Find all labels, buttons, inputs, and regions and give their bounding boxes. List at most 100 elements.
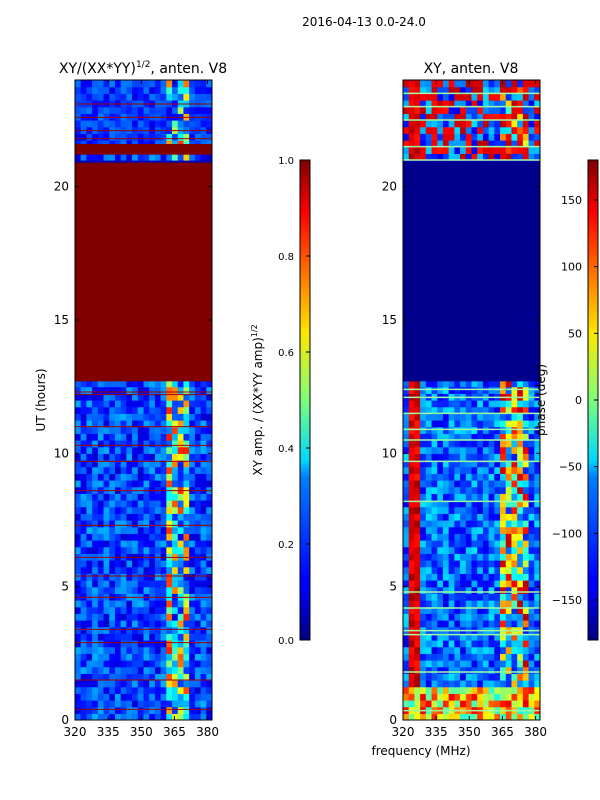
heatmap-cell (437, 440, 444, 448)
heatmap-cell (465, 420, 473, 428)
heatmap-cell (448, 666, 455, 674)
heatmap-cell (132, 633, 139, 641)
heatmap-cell (132, 640, 139, 648)
heatmap-cell (92, 613, 99, 621)
heatmap-cell (109, 586, 116, 594)
heatmap-cell (177, 580, 185, 588)
heatmap-cell (494, 93, 501, 101)
heatmap-cell (92, 566, 99, 574)
heatmap-cell (500, 120, 507, 128)
heatmap-cell (460, 446, 467, 454)
heatmap-cell (500, 546, 507, 554)
heatmap-cell (177, 460, 185, 468)
colorbar-tick-label: 150 (561, 194, 582, 207)
heatmap-cell (442, 120, 450, 128)
heatmap-cell (500, 413, 507, 421)
heatmap-cell (206, 500, 212, 508)
heatmap-cell (200, 693, 207, 701)
heatmap-cell (86, 133, 93, 141)
heatmap-cell (109, 520, 116, 528)
heatmap-cell (206, 406, 212, 414)
heatmap-cell (166, 80, 173, 88)
heatmap-cell (120, 600, 127, 608)
heatmap-cell (454, 533, 461, 541)
heatmap-cell (120, 440, 127, 448)
heatmap-cell (482, 646, 490, 654)
heatmap-cell (92, 586, 99, 594)
heatmap-cell (177, 446, 185, 454)
heatmap-cell (431, 513, 438, 521)
heatmap-cell (143, 600, 150, 608)
heatmap-cell (414, 693, 421, 701)
heatmap-cell (114, 646, 122, 654)
heatmap-cell (109, 133, 116, 141)
heatmap-cell (97, 606, 105, 614)
heatmap-cell (425, 386, 433, 394)
heatmap-cell (103, 473, 110, 481)
heatmap-cell (442, 426, 450, 434)
heatmap-cell (488, 453, 495, 461)
heatmap-cell (460, 420, 467, 428)
heatmap-cell (454, 86, 461, 94)
heatmap-cell (189, 420, 196, 428)
heatmap-cell (194, 473, 202, 481)
heatmap-cell (442, 660, 450, 668)
heatmap-cell (482, 680, 490, 688)
heatmap-cell (143, 613, 150, 621)
heatmap-cell (206, 86, 212, 94)
heatmap-cell (194, 580, 202, 588)
heatmap-cell (482, 420, 490, 428)
heatmap-cell (160, 706, 167, 714)
heatmap-cell (172, 413, 179, 421)
heatmap-cell (177, 646, 185, 654)
heatmap-cell (511, 86, 518, 94)
heatmap-cell (522, 460, 530, 468)
heatmap-cell (403, 526, 410, 534)
heatmap-cell (103, 580, 110, 588)
heatmap-cell (172, 140, 179, 148)
heatmap-cell (465, 506, 473, 514)
heatmap-cell (120, 640, 127, 648)
heatmap-cell (132, 453, 139, 461)
heatmap-cell (92, 440, 99, 448)
heatmap-cell (132, 513, 139, 521)
heatmap-cell (437, 700, 444, 708)
heatmap-cell (534, 560, 540, 568)
heatmap-cell (86, 586, 93, 594)
heatmap-cell (114, 86, 122, 94)
heatmap-cell (143, 706, 150, 714)
heatmap-cell (454, 386, 461, 394)
heatmap-cell (75, 613, 82, 621)
heatmap-cell (92, 406, 99, 414)
heatmap-cell (172, 580, 179, 588)
heatmap-cell (494, 420, 501, 428)
heatmap-cell (177, 506, 185, 514)
heatmap-cell (500, 446, 507, 454)
heatmap-cell (465, 653, 473, 661)
heatmap-cell (200, 153, 207, 161)
heatmap-cell (92, 133, 99, 141)
heatmap-cell (149, 613, 156, 621)
heatmap-cell (431, 540, 438, 548)
heatmap-cell (528, 440, 535, 448)
heatmap-cell (534, 633, 540, 641)
heatmap-cell (534, 433, 540, 441)
heatmap-cell (420, 546, 427, 554)
heatmap-cell (471, 433, 478, 441)
heatmap-cell (528, 686, 535, 694)
heatmap-cell (522, 380, 530, 388)
heatmap-cell (488, 126, 495, 134)
heatmap-cell (80, 140, 88, 148)
heatmap-cell (522, 560, 530, 568)
heatmap-cell (183, 80, 190, 88)
heatmap-cell (103, 460, 110, 468)
heatmap-cell (425, 646, 433, 654)
colorbar-tick-label: −150 (552, 594, 582, 607)
heatmap-cell (454, 106, 461, 114)
heatmap-cell (403, 440, 410, 448)
heatmap-cell (431, 546, 438, 554)
heatmap-cell (465, 560, 473, 568)
heatmap-cell (103, 700, 110, 708)
heatmap-cell (189, 120, 196, 128)
heatmap-cell (75, 380, 82, 388)
